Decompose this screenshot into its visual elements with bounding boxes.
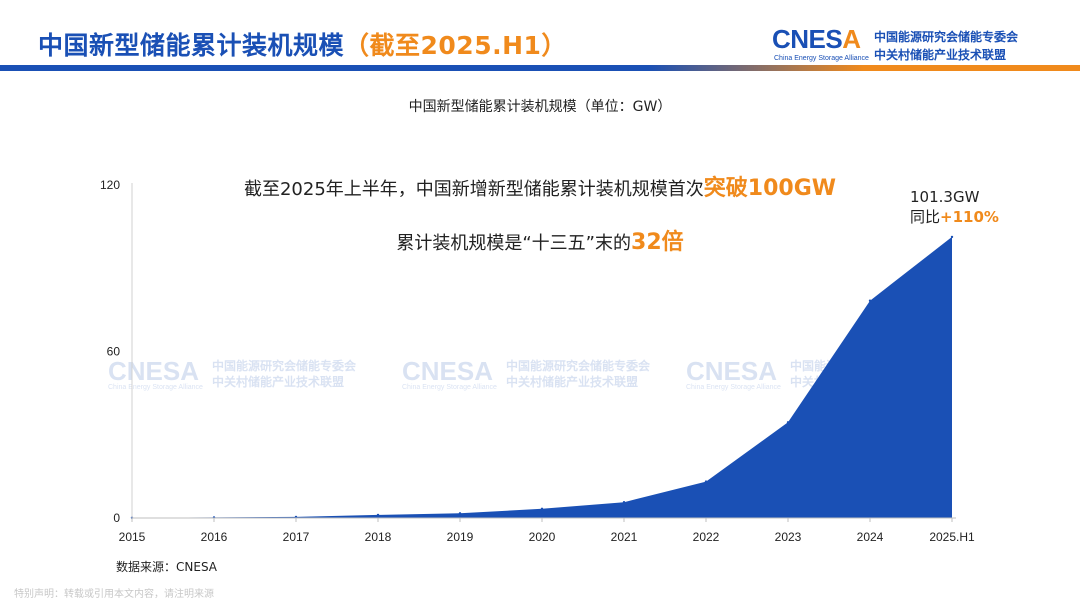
y-tick-label-120: 120: [100, 178, 120, 192]
logo-mark: CNESA: [772, 24, 861, 54]
data-point-2021: [622, 501, 626, 504]
data-point-2023: [786, 421, 790, 424]
watermark-1: CNESA China Energy Storage Alliance 中国能源研…: [108, 356, 357, 391]
x-tick-label-2020: 2020: [529, 530, 556, 544]
callout-yoy: 同比+110%: [910, 208, 999, 226]
data-point-2020: [540, 507, 544, 510]
data-point-2025.H1: [950, 235, 954, 239]
x-tick-label-2017: 2017: [283, 530, 310, 544]
data-point-2024: [868, 299, 872, 302]
y-tick-label-60: 60: [107, 345, 121, 359]
latest-value-callout: 101.3GW 同比+110%: [910, 187, 999, 227]
annotation-headline: 截至2025年上半年，中国新增新型储能累计装机规模首次突破100GW: [243, 176, 837, 201]
logo-cn-line2: 中关村储能产业技术联盟: [874, 48, 1007, 62]
data-point-2018: [376, 513, 380, 517]
y-tick-label-0: 0: [113, 511, 120, 525]
logo-cn-line1: 中国能源研究会储能专委会: [874, 30, 1019, 44]
annotation-multiplier-emphasis: 32倍: [631, 230, 684, 255]
cnesa-logo: CNESA China Energy Storage Alliance 中国能源…: [772, 24, 1072, 64]
x-tick-label-2024: 2024: [857, 530, 884, 544]
x-tick-label-2015: 2015: [119, 530, 146, 544]
watermark-2: CNESA China Energy Storage Alliance 中国能源研…: [402, 356, 651, 391]
series-area: [132, 236, 952, 518]
footnote: 特别声明：转载或引用本文内容，请注明来源: [14, 589, 214, 600]
data-point-2019: [458, 512, 462, 515]
annotation-multiplier: 累计装机规模是“十三五”末的32倍: [396, 230, 684, 255]
callout-value: 101.3GW: [910, 188, 980, 206]
logo-subtitle: China Energy Storage Alliance: [774, 55, 869, 62]
data-point-2022: [704, 480, 708, 483]
x-tick-label-2022: 2022: [693, 530, 720, 544]
x-tick-label-2019: 2019: [447, 530, 474, 544]
callout-yoy-value: +110%: [940, 208, 999, 226]
header-divider: [0, 65, 1080, 71]
chart-title: 中国新型储能累计装机规模（单位：GW）: [408, 99, 672, 115]
page-title-main: 中国新型储能累计装机规模: [38, 31, 345, 60]
x-tick-label-2016: 2016: [201, 530, 228, 544]
x-tick-label-2018: 2018: [365, 530, 392, 544]
x-tick-label-2025.H1: 2025.H1: [929, 530, 975, 544]
data-source: 数据来源：CNESA: [116, 560, 217, 574]
x-tick-label-2023: 2023: [775, 530, 802, 544]
page-title: 中国新型储能累计装机规模（截至2025.H1）: [38, 26, 567, 62]
annotation-headline-emphasis: 突破100GW: [703, 176, 837, 201]
page-title-highlight: （截至2025.H1）: [344, 31, 567, 60]
header: 中国新型储能累计装机规模（截至2025.H1） CNESA China Ener…: [0, 0, 1080, 74]
x-tick-label-2021: 2021: [611, 530, 638, 544]
